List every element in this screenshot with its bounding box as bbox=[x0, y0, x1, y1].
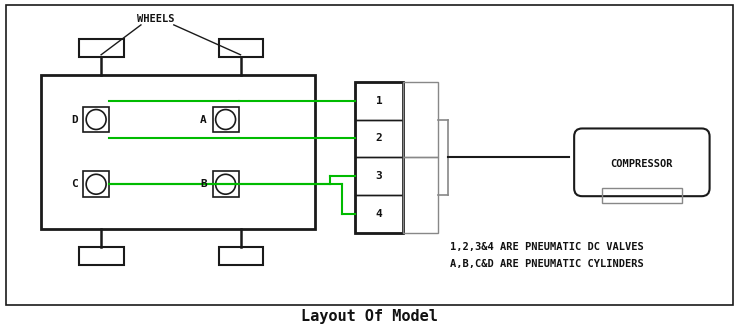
Text: COMPRESSOR: COMPRESSOR bbox=[610, 159, 673, 169]
Bar bbox=[403, 82, 437, 157]
Bar bbox=[355, 120, 403, 157]
Bar bbox=[84, 171, 109, 197]
Text: A: A bbox=[200, 114, 207, 125]
Bar bbox=[213, 171, 239, 197]
Bar bbox=[213, 107, 239, 132]
Text: B: B bbox=[200, 179, 207, 189]
Text: D: D bbox=[71, 114, 78, 125]
Bar bbox=[219, 247, 263, 265]
Text: 1,2,3&4 ARE PNEUMATIC DC VALVES: 1,2,3&4 ARE PNEUMATIC DC VALVES bbox=[449, 242, 644, 252]
Bar bbox=[355, 195, 403, 233]
Text: Layout Of Model: Layout Of Model bbox=[301, 309, 438, 324]
Bar bbox=[355, 82, 403, 233]
Text: 3: 3 bbox=[375, 171, 382, 181]
Bar bbox=[403, 157, 437, 233]
Text: A,B,C&D ARE PNEUMATIC CYLINDERS: A,B,C&D ARE PNEUMATIC CYLINDERS bbox=[449, 259, 644, 269]
Text: 2: 2 bbox=[375, 133, 382, 143]
Text: 1: 1 bbox=[375, 96, 382, 106]
Text: WHEELS: WHEELS bbox=[137, 14, 174, 24]
Bar bbox=[41, 75, 316, 229]
Bar bbox=[602, 188, 681, 203]
Bar bbox=[79, 247, 124, 265]
Bar bbox=[84, 107, 109, 132]
Text: C: C bbox=[71, 179, 78, 189]
Text: 4: 4 bbox=[375, 209, 382, 219]
Bar bbox=[355, 82, 403, 120]
Bar bbox=[79, 39, 124, 57]
Bar bbox=[355, 157, 403, 195]
Bar bbox=[219, 39, 263, 57]
